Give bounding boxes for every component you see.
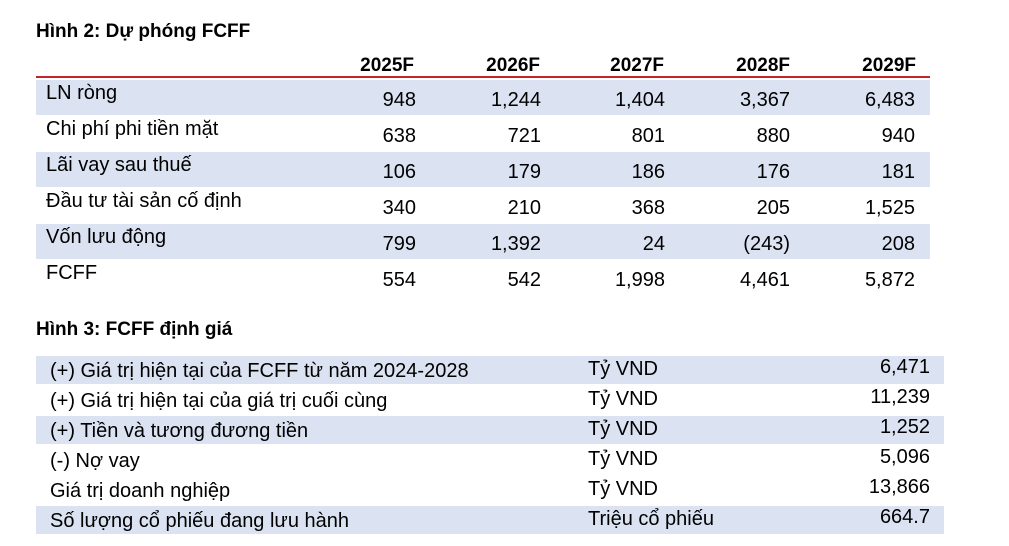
table-row: (+) Giá trị hiện tại của giá trị cuối cù… [36, 386, 944, 414]
row-label: Lãi vay sau thuế [46, 154, 192, 176]
cell-value: 368 [631, 197, 665, 219]
table-header-row: 2025F 2026F 2027F 2028F 2029F [36, 56, 930, 78]
cell-value: 1,404 [614, 89, 665, 111]
cell-value: 3,367 [739, 89, 790, 111]
row-label: FCFF [46, 262, 98, 284]
row-label: Đầu tư tài sản cố định [46, 190, 242, 212]
cell-value: 5,872 [864, 269, 915, 291]
cell-value: 186 [631, 161, 665, 183]
cell-value: 1,392 [490, 233, 541, 255]
cell-value: 638 [382, 125, 416, 147]
cell-value: 940 [881, 125, 915, 147]
row-label: Giá trị doanh nghiệp [50, 480, 231, 502]
row-label: Chi phí phi tiền mặt [46, 118, 219, 140]
table-row: Chi phí phi tiền mặt 638 721 801 880 940 [36, 116, 930, 151]
table-row: (-) Nợ vay Tỷ VND 5,096 [36, 446, 944, 474]
cell-value: 948 [382, 89, 416, 111]
table-row: (+) Giá trị hiện tại của FCFF từ năm 202… [36, 356, 944, 384]
cell-value: 24 [642, 233, 665, 255]
cell-value: 208 [881, 233, 915, 255]
cell-value: 179 [507, 161, 541, 183]
cell-value: 1,525 [864, 197, 915, 219]
cell-value: 6,483 [864, 89, 915, 111]
row-value: 13,866 [868, 476, 930, 498]
row-unit: Tỷ VND [588, 358, 658, 380]
row-value: 664.7 [879, 506, 930, 528]
table-row: Lãi vay sau thuế 106 179 186 176 181 [36, 152, 930, 187]
row-label: Số lượng cổ phiếu đang lưu hành [50, 510, 349, 532]
year-header: 2027F [610, 55, 664, 76]
cell-value: 1,998 [614, 269, 665, 291]
table-row: FCFF 554 542 1,998 4,461 5,872 [36, 260, 930, 295]
table-row: Số lượng cổ phiếu đang lưu hành Triệu cổ… [36, 506, 944, 534]
figure-2-title: Hình 2: Dự phóng FCFF [36, 21, 251, 42]
row-unit: Tỷ VND [588, 478, 658, 500]
row-unit: Tỷ VND [588, 418, 658, 440]
row-unit: Triệu cổ phiếu [588, 508, 714, 530]
fcff-forecast-table: 2025F 2026F 2027F 2028F 2029F LN ròng 94… [36, 0, 930, 300]
table-row: (+) Tiền và tương đương tiền Tỷ VND 1,25… [36, 416, 944, 444]
figure-3-title: Hình 3: FCFF định giá [36, 319, 233, 340]
cell-value: 554 [382, 269, 416, 291]
cell-value: 4,461 [739, 269, 790, 291]
row-label: (+) Giá trị hiện tại của FCFF từ năm 202… [50, 360, 469, 382]
cell-value: 542 [507, 269, 541, 291]
cell-value: 210 [507, 197, 541, 219]
row-value: 6,471 [879, 356, 930, 378]
row-unit: Tỷ VND [588, 448, 658, 470]
cell-value: (243) [743, 233, 790, 255]
row-value: 1,252 [879, 416, 930, 438]
row-label: (+) Giá trị hiện tại của giá trị cuối cù… [50, 390, 388, 412]
year-header: 2028F [736, 55, 790, 76]
table-row: LN ròng 948 1,244 1,404 3,367 6,483 [36, 80, 930, 115]
row-label: LN ròng [46, 82, 118, 104]
row-value: 5,096 [879, 446, 930, 468]
year-header: 2029F [862, 55, 916, 76]
table-row: Giá trị doanh nghiệp Tỷ VND 13,866 [36, 476, 944, 504]
table-row: Đầu tư tài sản cố định 340 210 368 205 1… [36, 188, 930, 223]
cell-value: 880 [756, 125, 790, 147]
year-header: 2026F [486, 55, 540, 76]
cell-value: 801 [631, 125, 665, 147]
cell-value: 176 [756, 161, 790, 183]
table-row: Vốn lưu động 799 1,392 24 (243) 208 [36, 224, 930, 259]
row-label: (+) Tiền và tương đương tiền [50, 420, 309, 442]
year-header: 2025F [360, 55, 414, 76]
row-value: 11,239 [870, 386, 930, 408]
cell-value: 340 [382, 197, 416, 219]
row-label: (-) Nợ vay [50, 450, 140, 472]
cell-value: 721 [507, 125, 541, 147]
row-label: Vốn lưu động [46, 226, 167, 248]
cell-value: 1,244 [490, 89, 541, 111]
row-unit: Tỷ VND [588, 388, 658, 410]
cell-value: 181 [881, 161, 915, 183]
cell-value: 799 [382, 233, 416, 255]
cell-value: 106 [382, 161, 416, 183]
cell-value: 205 [756, 197, 790, 219]
